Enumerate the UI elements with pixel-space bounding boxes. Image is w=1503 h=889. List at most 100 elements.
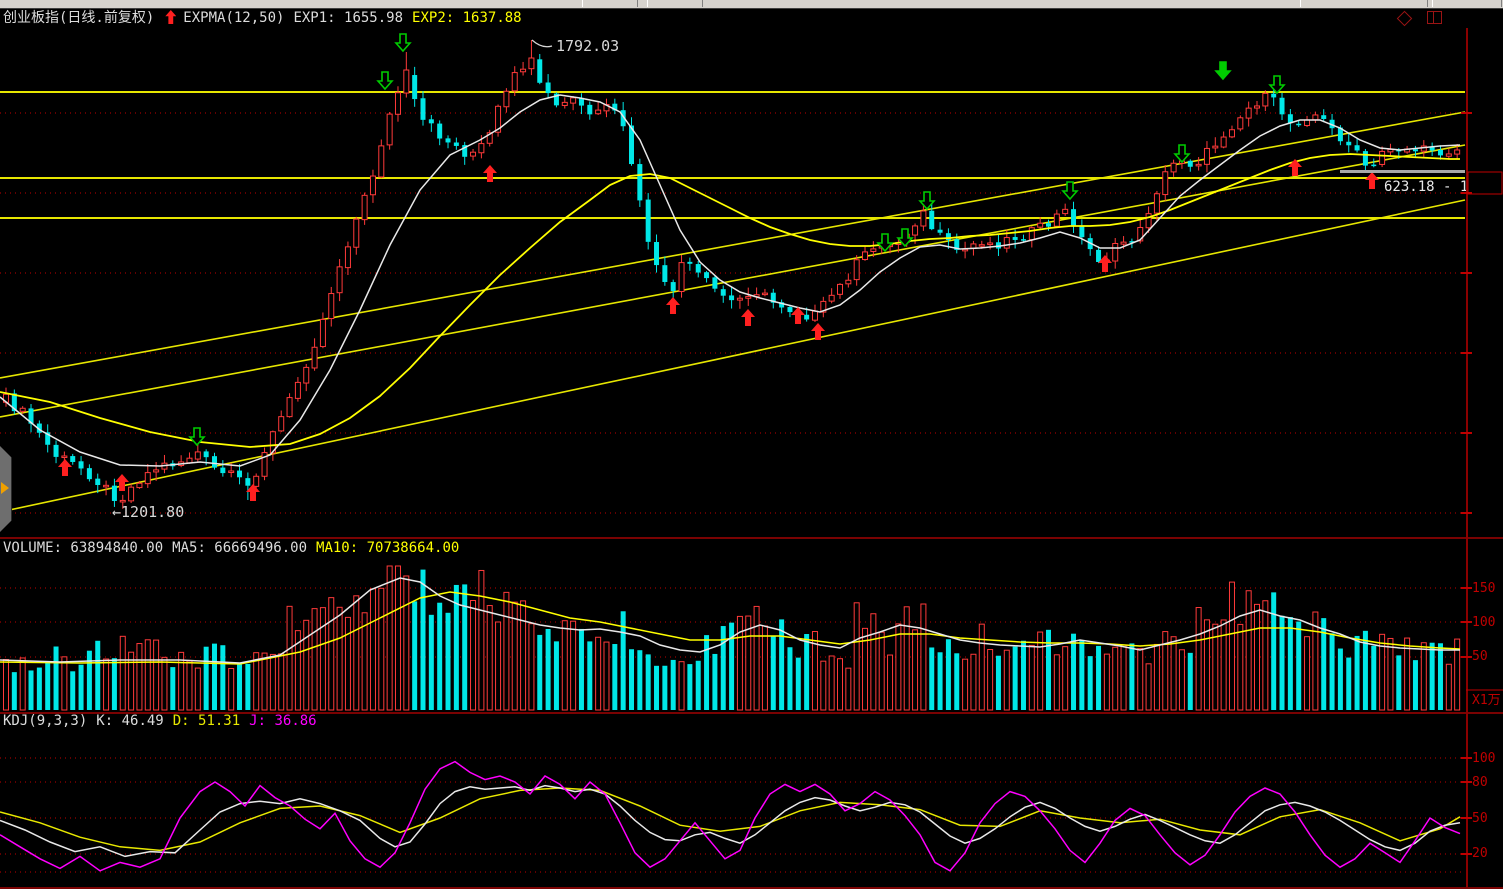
volume-bar-down: [1412, 660, 1418, 710]
volume-bar-up: [1195, 607, 1202, 711]
volume-bar-down: [1396, 655, 1402, 710]
candle-down: [729, 295, 735, 301]
indicator-name[interactable]: EXPMA(12,50): [183, 10, 285, 26]
candle-down: [212, 456, 217, 468]
volume-bar-up: [1203, 619, 1210, 711]
candle-up: [495, 105, 502, 133]
volume-bar-down: [420, 569, 426, 710]
buy-signal-arrow-icon: [483, 165, 497, 182]
volume-bar-down: [220, 645, 226, 710]
volume-bar-down: [787, 647, 793, 710]
volume-bar-up: [1037, 631, 1044, 711]
gridlines-layer: [0, 112, 1465, 873]
taskbar-segment[interactable]: [582, 0, 638, 7]
candle-down: [1321, 115, 1327, 119]
volume-bar-up: [178, 651, 185, 711]
candle-down: [45, 432, 51, 445]
volume-bar-down: [687, 664, 693, 710]
candle-up: [761, 292, 768, 296]
candle-up: [328, 293, 335, 320]
left-panel-expand-tab[interactable]: [0, 446, 12, 532]
volume-value[interactable]: VOLUME: 63894840.00: [3, 540, 164, 556]
candle-down: [945, 233, 951, 240]
last-price-annotation: 623.18 - 1: [1384, 179, 1468, 195]
candle-down: [620, 110, 626, 127]
candle-up: [837, 283, 843, 295]
exp2-value: EXP2: 1637.88: [412, 10, 522, 26]
candle-up: [1304, 119, 1311, 126]
candle-up: [1220, 136, 1227, 148]
candles-layer: [3, 40, 1461, 509]
candle-down: [804, 314, 810, 320]
volume-bar-up: [570, 620, 577, 711]
volume-bar-down: [770, 636, 776, 710]
candle-up: [336, 266, 343, 294]
volume-bar-up: [103, 658, 110, 711]
candle-up: [344, 246, 351, 269]
candle-up: [1037, 222, 1044, 228]
candle-up: [570, 97, 577, 104]
kdj-j-value: J: 36.86: [249, 713, 317, 729]
candle-up: [1445, 153, 1452, 157]
candle-up: [1203, 147, 1210, 165]
candle-up: [353, 218, 360, 248]
volume-bar-up: [1178, 649, 1185, 711]
volume-bar-down: [712, 653, 718, 710]
volume-bar-up: [336, 606, 343, 711]
volume-bar-up: [253, 652, 260, 711]
instrument-title[interactable]: 创业板指(日线.前复权): [3, 10, 155, 26]
candle-down: [770, 292, 776, 303]
volume-bar-down: [95, 640, 101, 710]
taskbar-segment[interactable]: [1432, 0, 1502, 7]
volume-bar-down: [437, 602, 443, 710]
volume-bar-down: [662, 665, 668, 710]
candle-up: [253, 475, 260, 487]
volume-bar-down: [704, 635, 710, 710]
window-icon[interactable]: [1427, 11, 1442, 24]
volume-bar-down: [670, 659, 676, 710]
kdj-name[interactable]: KDJ(9,3,3): [3, 713, 88, 729]
kdj-axis-label: 50: [1472, 812, 1488, 825]
volume-bar-down: [945, 639, 951, 710]
volume-bar-up: [369, 588, 376, 711]
volume-bar-up: [595, 636, 602, 711]
sell-signal-arrow-icon: [394, 33, 412, 53]
volume-ma10-line: [0, 591, 1461, 665]
candle-down: [237, 470, 243, 478]
volume-bar-down: [237, 664, 243, 710]
volume-bar-down: [620, 611, 626, 710]
candle-up: [136, 482, 143, 489]
volume-bar-up: [1454, 638, 1461, 711]
volume-bar-up: [1212, 623, 1219, 711]
buy-signal-arrow-icon: [1288, 159, 1302, 176]
volume-bar-up: [1304, 636, 1311, 711]
volume-bar-up: [386, 565, 393, 711]
volume-ma5-line: [0, 577, 1460, 664]
candle-down: [1354, 145, 1360, 151]
volume-bars-layer: [3, 565, 1461, 711]
volume-bar-up: [294, 630, 301, 711]
candle-up: [1237, 117, 1244, 130]
candle-down: [245, 478, 251, 486]
sell-signal-arrow-icon: [876, 233, 894, 253]
taskbar-segment[interactable]: [1300, 0, 1428, 7]
candle-down: [662, 265, 668, 282]
candle-down: [612, 103, 618, 111]
candle-down: [437, 123, 443, 139]
taskbar-segment[interactable]: [647, 0, 703, 7]
volume-bar-up: [678, 661, 685, 711]
volume-bar-up: [870, 613, 877, 711]
buy-signal-arrow-icon: [115, 474, 129, 491]
candle-up: [478, 143, 485, 154]
candle-up: [403, 69, 410, 94]
candle-down: [545, 82, 551, 94]
candle-down: [637, 164, 643, 201]
volume-bar-up: [1162, 631, 1169, 711]
volume-bar-up: [194, 667, 201, 711]
kdj-axis-label: 100: [1472, 752, 1496, 765]
kdj-indicator-row: KDJ(9,3,3) K: 46.49 D: 51.31 J: 36.86: [3, 713, 326, 729]
candle-up: [369, 175, 376, 196]
candle-up: [1262, 92, 1269, 107]
volume-bar-up: [119, 635, 126, 711]
